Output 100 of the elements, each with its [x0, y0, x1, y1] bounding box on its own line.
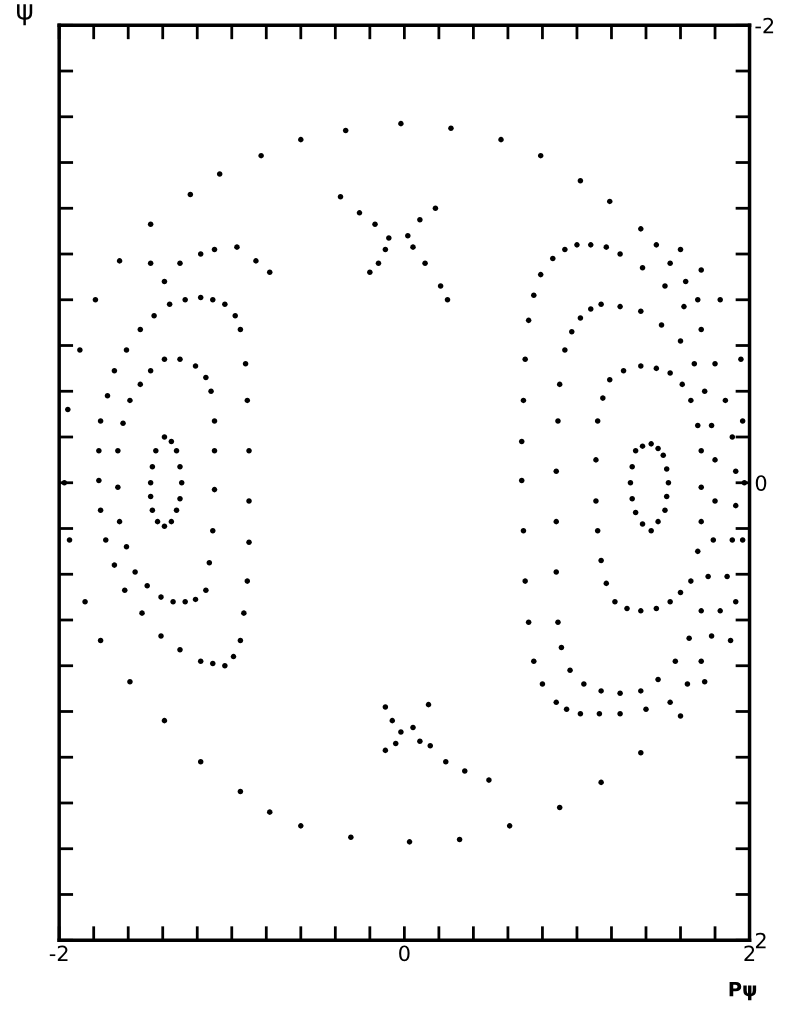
- point: [520, 528, 527, 534]
- point: [581, 681, 587, 687]
- point: [97, 507, 104, 513]
- point: [211, 447, 218, 454]
- point: [96, 477, 102, 484]
- point: [197, 658, 204, 664]
- point: [550, 255, 556, 262]
- point: [518, 477, 525, 484]
- point: [596, 711, 603, 717]
- point: [558, 644, 565, 651]
- point: [525, 619, 532, 626]
- point: [244, 397, 251, 404]
- point: [520, 397, 527, 404]
- point: [698, 608, 704, 614]
- point: [154, 518, 161, 525]
- point: [684, 681, 691, 687]
- point: [638, 308, 644, 314]
- point: [627, 479, 634, 486]
- point: [120, 420, 126, 427]
- point: [203, 374, 209, 381]
- point: [708, 633, 715, 639]
- point: [562, 246, 568, 253]
- point: [639, 264, 646, 271]
- point: [701, 388, 708, 395]
- point: [177, 646, 183, 653]
- point: [222, 662, 228, 669]
- point: [246, 498, 252, 504]
- point: [97, 418, 104, 424]
- point: [539, 681, 546, 687]
- point: [147, 367, 154, 374]
- point: [694, 548, 701, 555]
- point: [177, 356, 183, 363]
- point: [123, 544, 130, 550]
- point: [732, 468, 739, 475]
- point: [531, 658, 537, 664]
- point: [553, 468, 560, 475]
- point: [178, 479, 185, 486]
- point: [662, 283, 668, 289]
- point: [230, 653, 237, 660]
- point: [96, 447, 102, 454]
- point: [237, 326, 244, 333]
- point: [698, 658, 704, 664]
- point: [606, 377, 613, 383]
- point: [210, 660, 216, 667]
- point: [203, 587, 209, 594]
- point: [161, 523, 168, 529]
- point: [594, 418, 601, 424]
- point: [617, 251, 623, 257]
- point: [531, 292, 537, 298]
- point: [111, 562, 118, 568]
- point: [600, 395, 606, 401]
- point: [694, 422, 701, 429]
- point: [137, 326, 144, 333]
- point: [653, 365, 660, 372]
- point: [655, 676, 661, 683]
- point: [577, 711, 584, 717]
- point: [127, 397, 133, 404]
- point: [525, 317, 532, 324]
- point: [246, 539, 252, 545]
- point: [653, 605, 660, 612]
- y-tick-label: -2: [755, 17, 774, 34]
- point: [663, 466, 670, 472]
- point: [724, 573, 730, 580]
- y-axis-title: ψ: [17, 4, 33, 26]
- point: [115, 447, 121, 454]
- point: [624, 605, 630, 612]
- point: [192, 363, 199, 369]
- x-tick-label: 0: [399, 945, 410, 962]
- point: [173, 507, 180, 513]
- point: [556, 381, 563, 388]
- point: [717, 608, 723, 614]
- point: [732, 502, 739, 509]
- point: [211, 418, 218, 424]
- point: [632, 447, 639, 454]
- point: [603, 580, 610, 587]
- point: [161, 356, 168, 363]
- point: [553, 699, 560, 706]
- point: [662, 507, 668, 513]
- point: [712, 457, 718, 463]
- point: [598, 557, 604, 564]
- point: [648, 441, 654, 447]
- point: [638, 608, 644, 614]
- point: [168, 438, 175, 445]
- point: [708, 422, 715, 429]
- point: [553, 518, 560, 525]
- point: [710, 537, 717, 543]
- point: [246, 447, 252, 454]
- point: [712, 361, 718, 367]
- point: [115, 484, 121, 491]
- point: [522, 356, 528, 363]
- point: [698, 518, 704, 525]
- point: [603, 244, 610, 250]
- point: [158, 633, 164, 639]
- point: [177, 495, 183, 502]
- point: [237, 637, 244, 644]
- point: [161, 434, 168, 440]
- point: [574, 242, 580, 248]
- point: [594, 528, 601, 534]
- point: [518, 438, 525, 445]
- point: [222, 301, 228, 308]
